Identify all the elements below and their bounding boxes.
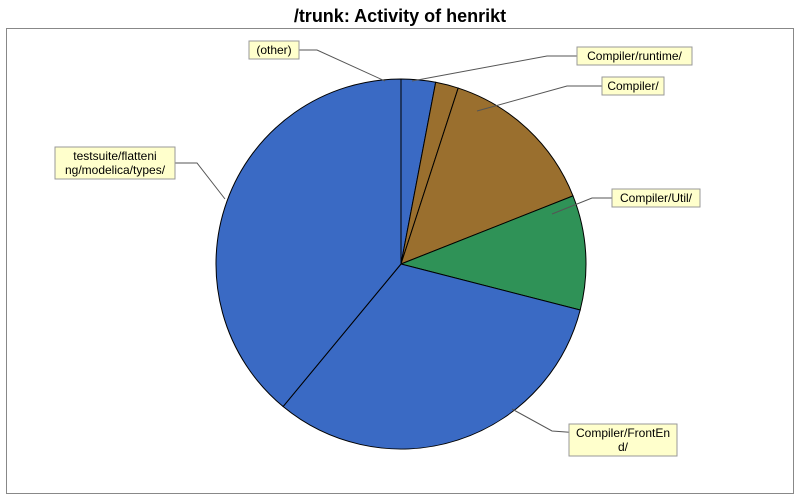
chart-frame: (other) Compiler/runtime/Compiler/Compile…	[6, 28, 794, 494]
label-text: Compiler/	[607, 79, 659, 93]
label-text: testsuite/flatteni	[73, 149, 156, 163]
label-text: Compiler/Util/	[620, 191, 693, 205]
label-text: ng/modelica/types/	[65, 163, 166, 177]
label-text: Compiler/runtime/	[587, 49, 682, 63]
label-text: (other)	[256, 43, 291, 57]
pie-chart: (other) Compiler/runtime/Compiler/Compile…	[7, 29, 793, 493]
label-text: d/	[618, 440, 629, 454]
chart-title: /trunk: Activity of henrikt	[0, 0, 800, 31]
label-text: Compiler/FrontEn	[576, 426, 670, 440]
